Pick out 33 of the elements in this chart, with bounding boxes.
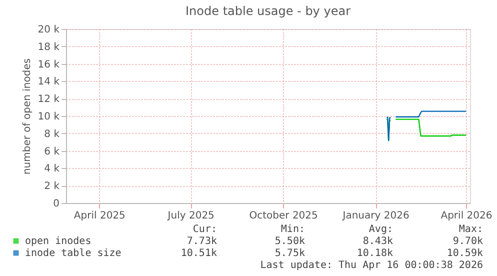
text: Min: [280,224,305,235]
text: 10.18k [356,248,393,259]
y-tick-label: 18 k [38,42,60,53]
text: 5.50k [274,236,305,247]
y-tick-label: 10 k [38,112,60,122]
x-tick-label: April 2025 [74,210,126,222]
x-tick-label: July 2025 [166,210,214,222]
y-tick-label: 8 k [44,128,60,140]
text: 10.51k [180,248,217,259]
y-tick-label: 14 k [38,76,60,88]
y-tick-label: 12 k [38,94,60,106]
text: Last update: Thu Apr 16 00:00:38 2026 [260,260,483,271]
legend-label: inode table size [25,248,122,259]
text: 9.70k [452,236,483,247]
y-tick-label: 20 k [38,24,60,36]
y-axis-title: number of open inodes [22,58,33,175]
chart-title: Inode table usage - by year [186,4,351,18]
y-tick-label: 6 k [44,146,60,158]
text: 5.75k [274,248,305,259]
text: Avg: [368,224,393,235]
y-tick-label: 0 [53,198,60,210]
legend-label: open inodes [25,236,92,247]
x-tick-label: April 2026 [440,210,492,222]
x-tick-label: October 2025 [249,210,318,222]
y-tick-label: 16 k [38,59,60,70]
text: 10.59k [446,248,483,259]
text: 7.73k [186,236,217,247]
text: Max: [458,224,483,235]
text: 8.43k [362,236,393,247]
y-tick-label: 4 k [44,164,60,175]
y-tick-label: 2 k [44,181,60,192]
x-tick-label: January 2026 [342,210,410,222]
text: Cur: [192,224,217,235]
